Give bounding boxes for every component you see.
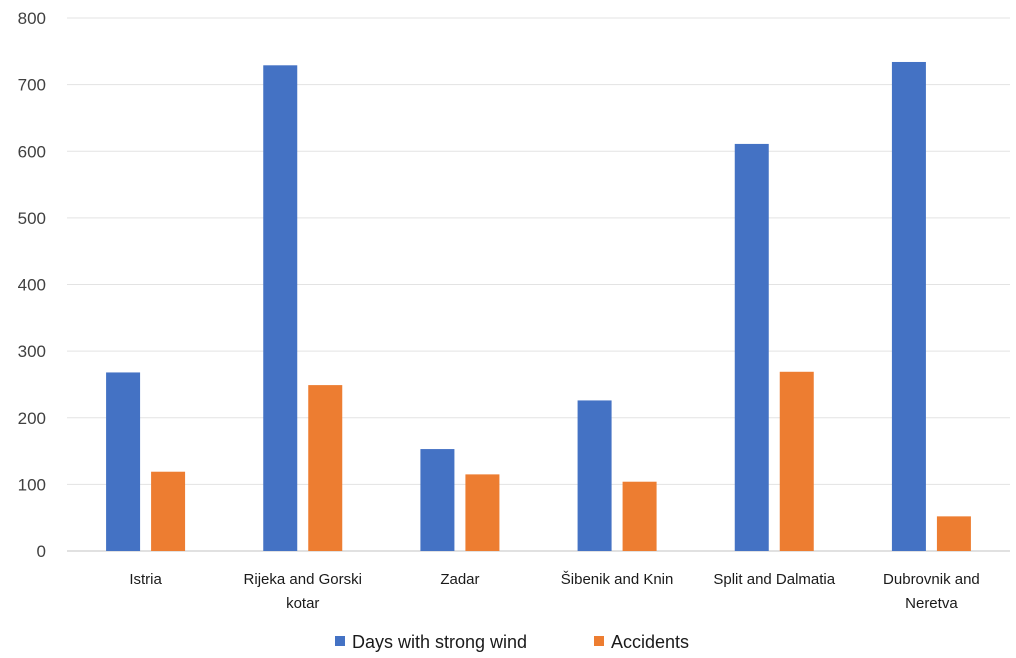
legend-swatch bbox=[335, 636, 345, 646]
y-axis-tick-labels: 0 100 200 300 400 500 600 700 800 bbox=[18, 9, 46, 561]
x-category-label: Šibenik and Knin bbox=[561, 571, 674, 588]
y-tick-label: 200 bbox=[18, 409, 46, 428]
bar-days-with-strong-wind bbox=[891, 61, 926, 551]
bar-accidents bbox=[465, 474, 500, 551]
x-category-label: Rijeka and Gorski kotar bbox=[244, 571, 362, 612]
legend-label: Days with strong wind bbox=[352, 632, 527, 652]
y-tick-label: 800 bbox=[18, 9, 46, 28]
gridlines bbox=[67, 17, 1010, 552]
y-tick-label: 600 bbox=[18, 142, 46, 161]
y-tick-label: 100 bbox=[18, 475, 46, 494]
bar-days-with-strong-wind bbox=[106, 372, 141, 551]
x-category-label: Split and Dalmatia bbox=[713, 571, 835, 588]
legend-label: Accidents bbox=[611, 632, 689, 652]
bar-accidents bbox=[622, 481, 657, 551]
bars bbox=[106, 61, 971, 552]
x-category-label: Zadar bbox=[440, 571, 479, 588]
bar-days-with-strong-wind bbox=[734, 143, 769, 551]
legend: Days with strong wind Accidents bbox=[335, 632, 689, 652]
x-axis-category-labels: Istria Rijeka and Gorski kotar Zadar Šibenik… bbox=[129, 571, 979, 612]
x-category-label: Dubrovnik and Neretva bbox=[883, 571, 980, 612]
y-tick-label: 400 bbox=[18, 276, 46, 295]
bar-days-with-strong-wind bbox=[263, 65, 298, 552]
bar-accidents bbox=[308, 385, 343, 551]
y-tick-label: 700 bbox=[18, 76, 46, 95]
bar-accidents bbox=[151, 471, 186, 551]
x-category-label: Istria bbox=[129, 571, 162, 588]
bar-accidents bbox=[936, 516, 971, 551]
y-tick-label: 0 bbox=[37, 542, 46, 561]
legend-swatch bbox=[594, 636, 604, 646]
bar-days-with-strong-wind bbox=[577, 400, 612, 551]
y-tick-label: 300 bbox=[18, 342, 46, 361]
bar-accidents bbox=[779, 371, 814, 551]
y-tick-label: 500 bbox=[18, 209, 46, 228]
bar-days-with-strong-wind bbox=[420, 449, 455, 551]
